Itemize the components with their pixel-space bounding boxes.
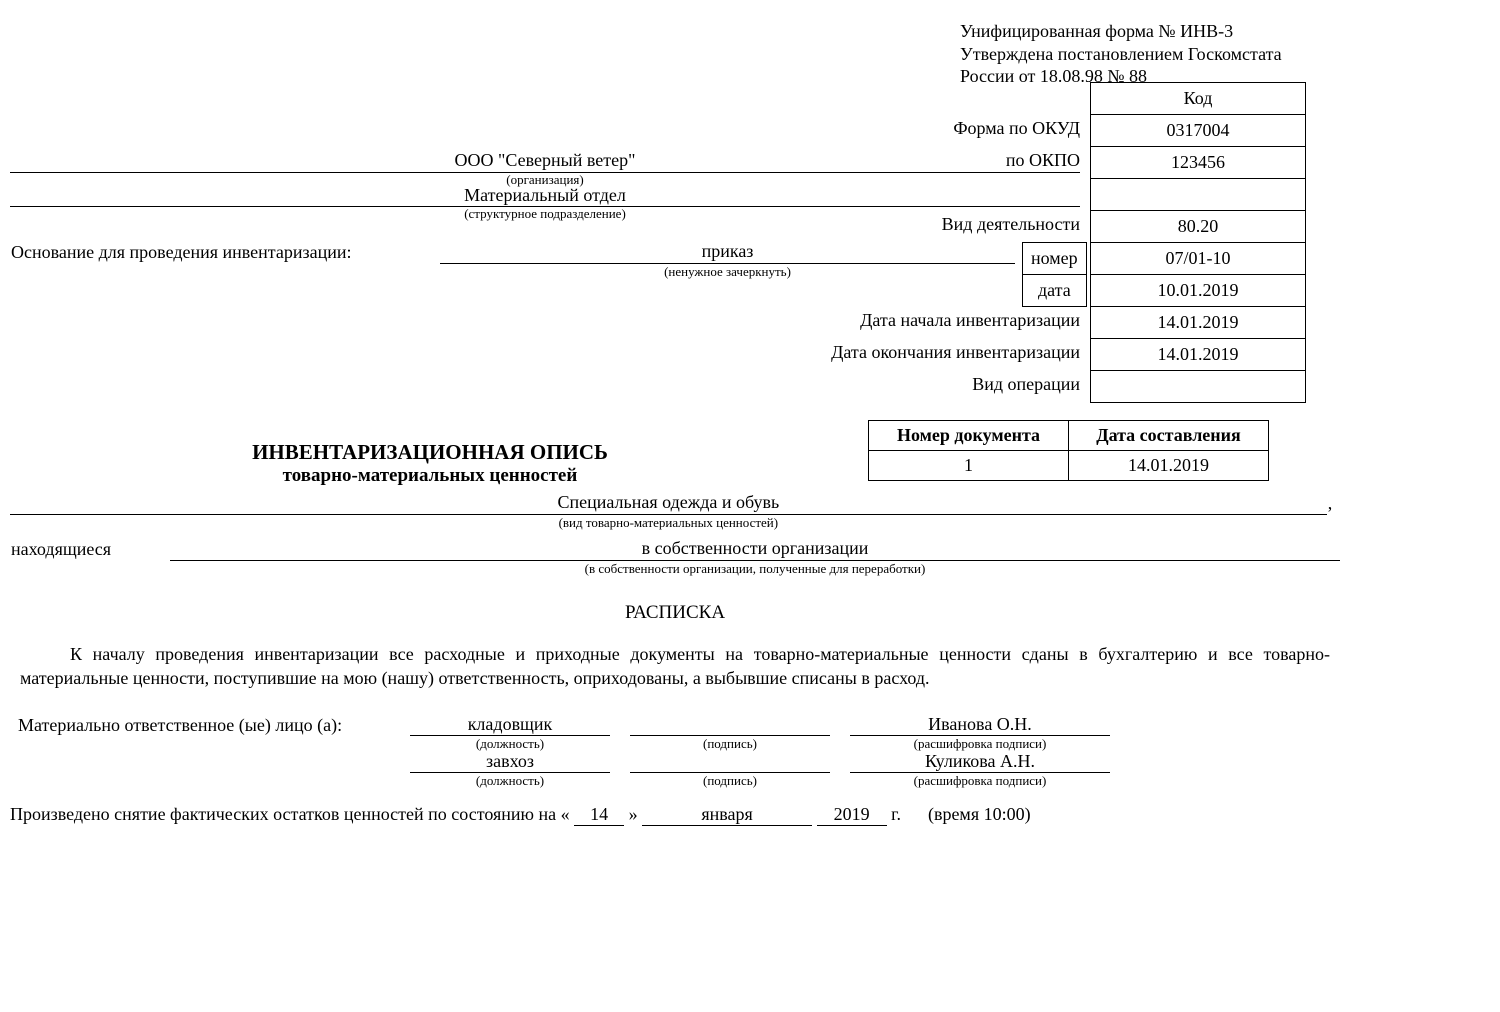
code-table: Код 0317004 123456 80.20 07/01-10 10.01.… (1090, 82, 1306, 403)
snapshot-prefix: Произведено снятие фактических остатков … (10, 804, 570, 824)
resp2-position: завхоз (410, 751, 610, 773)
code-okud: 0317004 (1091, 115, 1306, 147)
basis-caption: (ненужное зачеркнуть) (440, 264, 1015, 281)
snapshot-line: Произведено снятие фактических остатков … (10, 804, 1340, 826)
caption-name2: (расшифровка подписи) (850, 773, 1110, 789)
snapshot-year-suffix: г. (891, 804, 901, 824)
raspiska-title: РАСПИСКА (10, 602, 1340, 624)
code-order-date: 10.01.2019 (1091, 275, 1306, 307)
org-name: ООО "Северный ветер" (10, 150, 1080, 173)
snapshot-time: (время 10:00) (928, 804, 1031, 824)
caption-signature2: (подпись) (630, 773, 830, 789)
location-value: в собственности организации (170, 537, 1340, 561)
organization-block: ООО "Северный ветер" (организация) Матер… (10, 150, 1080, 281)
snapshot-mid: » (629, 804, 638, 824)
doc-title-line1: ИНВЕНТАРИЗАЦИОННАЯ ОПИСЬ (10, 440, 850, 465)
note-line: Унифицированная форма № ИНВ-3 (960, 20, 1282, 43)
caption-signature: (подпись) (630, 736, 830, 752)
label-start: Дата начала инвентаризации (700, 310, 1080, 331)
location-row: находящиеся в собственности организации … (10, 537, 1340, 577)
subject-comma: , (1327, 491, 1340, 515)
code-op-type (1091, 371, 1306, 403)
basis-value: приказ (440, 240, 1015, 264)
basis-label: Основание для проведения инвентаризации: (10, 240, 440, 264)
code-header: Код (1091, 83, 1306, 115)
code-end-date: 14.01.2019 (1091, 339, 1306, 371)
title-block: ИНВЕНТАРИЗАЦИОННАЯ ОПИСЬ товарно-материа… (10, 440, 1340, 826)
basis-row: Основание для проведения инвентаризации:… (10, 240, 1015, 281)
resp2-signature (630, 751, 830, 773)
code-blank (1091, 179, 1306, 211)
snapshot-year: 2019 (817, 804, 887, 826)
snapshot-day: 14 (574, 804, 624, 826)
org-dept-caption: (структурное подразделение) (10, 207, 1080, 221)
code-order-num: 07/01-10 (1091, 243, 1306, 275)
label-end: Дата окончания инвентаризации (700, 342, 1080, 363)
note-line: Утверждена постановлением Госкомстата (960, 43, 1282, 66)
responsible-label: Материально ответственное (ые) лицо (а): (10, 714, 410, 736)
location-caption: (в собственности организации, полученные… (170, 561, 1340, 578)
label-op: Вид операции (700, 374, 1080, 395)
responsible-table: Материально ответственное (ые) лицо (а):… (10, 714, 1340, 788)
form-approval-note: Унифицированная форма № ИНВ-3 Утверждена… (960, 20, 1282, 88)
snapshot-month: января (642, 804, 812, 826)
resp1-position: кладовщик (410, 714, 610, 736)
subject-caption: (вид товарно-материальных ценностей) (10, 515, 1327, 532)
caption-position: (должность) (410, 736, 610, 752)
org-dept: Материальный отдел (10, 185, 1080, 208)
subject-row: Специальная одежда и обувь , (вид товарн… (10, 491, 1340, 531)
subject-value: Специальная одежда и обувь (10, 491, 1327, 515)
caption-position2: (должность) (410, 773, 610, 789)
code-okpo: 123456 (1091, 147, 1306, 179)
doc-title-line2: товарно-материальных ценностей (10, 465, 850, 487)
code-activity: 80.20 (1091, 211, 1306, 243)
raspiska-text: К началу проведения инвентаризации все р… (10, 642, 1340, 691)
location-label: находящиеся (10, 537, 170, 561)
resp1-signature (630, 714, 830, 736)
code-start-date: 14.01.2019 (1091, 307, 1306, 339)
label-okud: Форма по ОКУД (700, 118, 1080, 139)
resp2-name: Куликова А.Н. (850, 751, 1110, 773)
caption-name: (расшифровка подписи) (850, 736, 1110, 752)
resp1-name: Иванова О.Н. (850, 714, 1110, 736)
